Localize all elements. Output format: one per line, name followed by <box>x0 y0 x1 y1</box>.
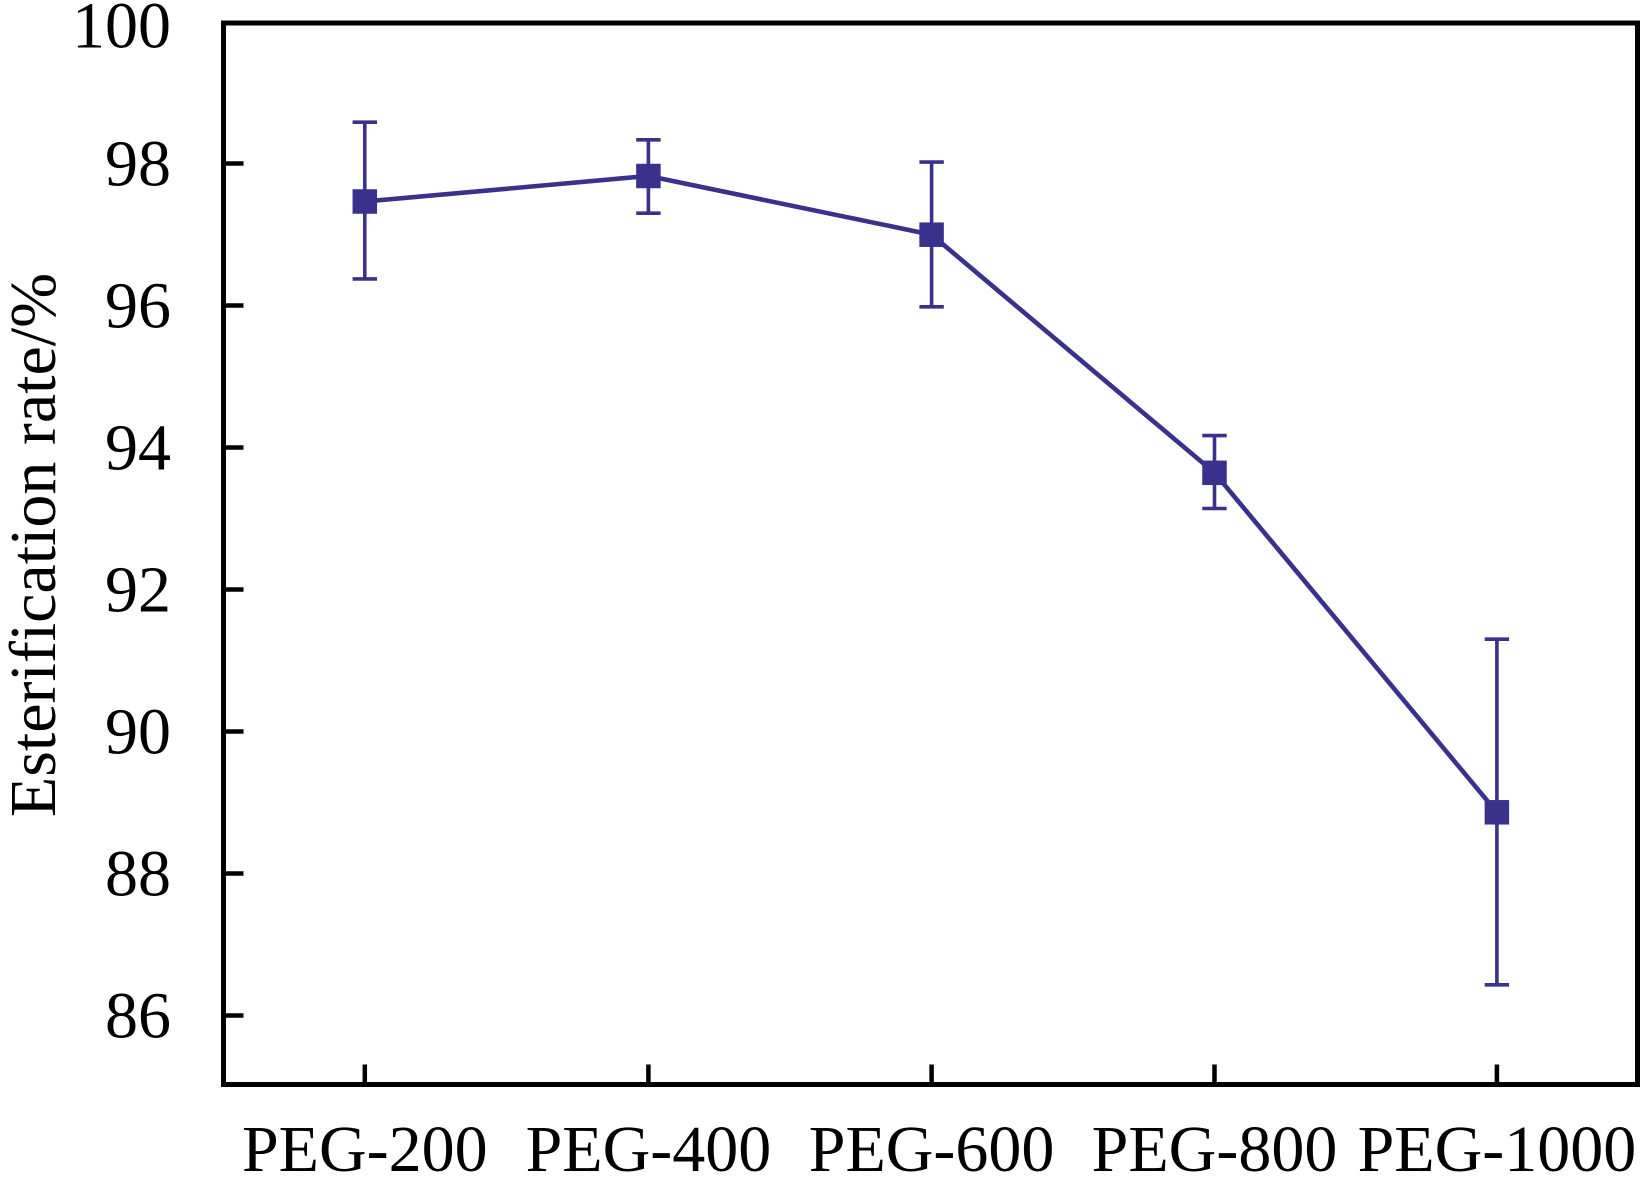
svg-text:PEG-400: PEG-400 <box>526 1113 772 1183</box>
svg-text:86: 86 <box>105 980 171 1053</box>
svg-text:100: 100 <box>72 0 171 63</box>
svg-text:90: 90 <box>105 696 171 769</box>
svg-text:98: 98 <box>105 128 171 201</box>
svg-text:Esterification rate/%: Esterification rate/% <box>0 273 70 817</box>
svg-text:94: 94 <box>105 412 171 485</box>
svg-text:PEG-600: PEG-600 <box>809 1113 1055 1183</box>
svg-text:92: 92 <box>105 554 171 627</box>
svg-text:96: 96 <box>105 270 171 343</box>
svg-text:88: 88 <box>105 838 171 911</box>
svg-text:PEG-1000: PEG-1000 <box>1358 1113 1637 1183</box>
svg-text:PEG-800: PEG-800 <box>1092 1113 1338 1183</box>
svg-text:PEG-200: PEG-200 <box>242 1113 488 1183</box>
